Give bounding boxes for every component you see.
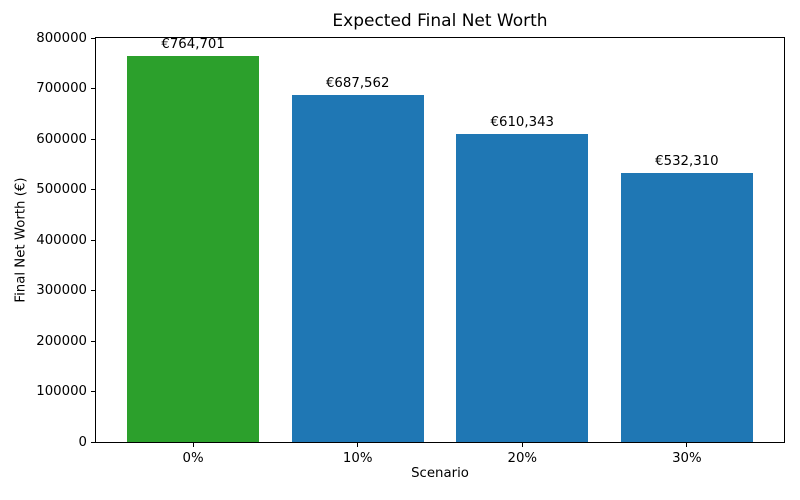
bar-value-label: €532,310 — [655, 154, 719, 170]
y-tick-label: 100000 — [36, 384, 87, 399]
y-tick-label: 800000 — [36, 30, 87, 46]
y-tick-label: 600000 — [36, 131, 87, 147]
bar-value-label: €610,343 — [490, 114, 555, 130]
y-tick-mark — [91, 138, 95, 140]
y-tick-label: 500000 — [36, 182, 87, 197]
x-tick-mark — [357, 443, 359, 447]
x-tick-mark — [686, 443, 688, 447]
bar-30% — [621, 173, 753, 442]
x-tick-mark — [521, 443, 523, 447]
y-tick-label: 400000 — [36, 232, 87, 248]
x-axis-label: Scenario — [411, 466, 469, 481]
x-tick-label: 30% — [672, 451, 702, 466]
y-tick-label: 300000 — [36, 283, 87, 298]
y-tick-mark — [91, 340, 95, 342]
y-tick-mark — [91, 88, 95, 89]
bar-0% — [127, 55, 259, 442]
chart-title: Expected Final Net Worth — [332, 11, 548, 31]
y-tick-label: 700000 — [36, 81, 87, 96]
plot-area: €764,701 €687,562 €610,343 €532,310 — [95, 37, 785, 443]
y-tick-mark — [91, 239, 95, 241]
bar-10% — [291, 94, 424, 442]
y-tick-mark — [91, 441, 95, 443]
x-tick-label: 10% — [342, 451, 373, 466]
x-tick-mark — [192, 443, 194, 447]
y-tick-mark — [91, 189, 95, 190]
y-tick-mark — [91, 37, 95, 39]
bar-20% — [456, 133, 589, 442]
bar-value-label: €764,701 — [161, 36, 225, 52]
y-tick-label: 200000 — [36, 333, 87, 349]
bar-value-label: €687,562 — [325, 75, 390, 91]
y-tick-label: 0 — [78, 434, 87, 450]
y-tick-mark — [91, 290, 95, 291]
y-tick-mark — [91, 391, 95, 392]
x-tick-label: 20% — [507, 451, 538, 466]
x-tick-label: 0% — [182, 451, 204, 466]
